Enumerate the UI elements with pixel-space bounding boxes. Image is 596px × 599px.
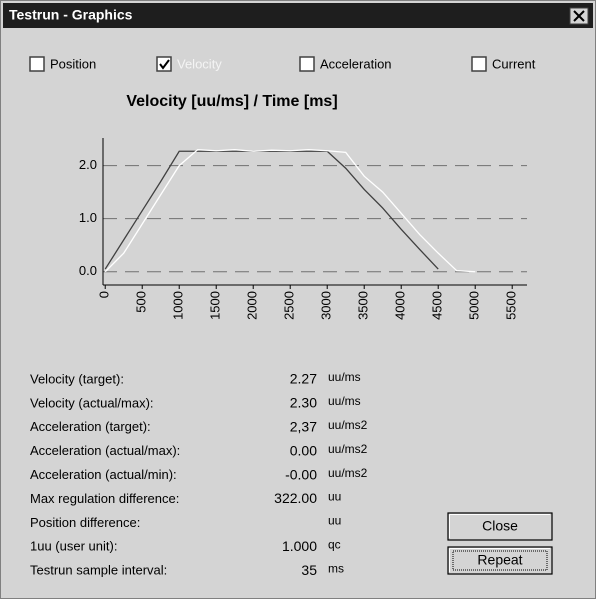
close-icon-stroke xyxy=(573,10,585,22)
row-value: -0.00 xyxy=(285,466,317,482)
row-label: Acceleration (actual/max): xyxy=(30,443,180,458)
row-label: Acceleration (target): xyxy=(30,419,151,434)
row-value: 322.00 xyxy=(274,490,317,506)
checkbox[interactable] xyxy=(156,56,172,72)
x-tick-label: 4000 xyxy=(393,291,408,320)
checkbox-label[interactable]: Current xyxy=(492,56,536,71)
row-value: 2.30 xyxy=(290,395,317,411)
checkbox-label[interactable]: Acceleration xyxy=(320,56,392,71)
x-tick-label: 500 xyxy=(134,291,149,313)
row-unit: uu xyxy=(328,514,341,528)
row-unit: qc xyxy=(328,537,341,551)
row-unit: uu/ms xyxy=(328,370,361,384)
checkbox[interactable] xyxy=(299,56,315,72)
row-label: Position difference: xyxy=(30,515,140,530)
row-unit: uu/ms xyxy=(328,394,361,408)
x-tick-label: 1000 xyxy=(171,291,186,320)
x-tick-label: 0 xyxy=(97,291,112,298)
row-unit: ms xyxy=(328,561,344,575)
button-label[interactable]: Close xyxy=(482,518,518,534)
x-tick-label: 3500 xyxy=(356,291,371,320)
row-label: Acceleration (actual/min): xyxy=(30,467,177,482)
checkbox[interactable] xyxy=(471,56,487,72)
checkbox-label[interactable]: Velocity xyxy=(177,56,222,71)
window-title: Testrun - Graphics xyxy=(9,7,133,23)
row-label: Velocity (actual/max): xyxy=(30,395,154,410)
button-label[interactable]: Repeat xyxy=(477,552,522,568)
row-value: 35 xyxy=(301,562,317,578)
row-value: 2.27 xyxy=(290,371,317,387)
row-unit: uu/ms2 xyxy=(328,442,368,456)
x-tick-label: 5500 xyxy=(504,291,519,320)
button[interactable] xyxy=(447,512,553,541)
row-label: Velocity (target): xyxy=(30,371,124,386)
y-tick-label: 2.0 xyxy=(79,157,97,172)
x-tick-label: 1500 xyxy=(208,291,223,320)
row-value: 0.00 xyxy=(290,442,317,458)
chart-title: Velocity [uu/ms] / Time [ms] xyxy=(126,93,337,110)
focus-rect xyxy=(452,550,548,571)
row-label: 1uu (user unit): xyxy=(30,539,117,554)
checkbox[interactable] xyxy=(29,56,45,72)
row-label: Testrun sample interval: xyxy=(30,563,167,578)
x-tick-label: 4500 xyxy=(430,291,445,320)
x-tick-label: 3000 xyxy=(319,291,334,320)
row-unit: uu/ms2 xyxy=(328,466,368,480)
row-value: 2,37 xyxy=(290,419,317,435)
x-tick-label: 2000 xyxy=(245,291,260,320)
checkmark xyxy=(159,59,170,70)
x-tick-label: 2500 xyxy=(282,291,297,320)
checkbox-label[interactable]: Position xyxy=(50,56,96,71)
row-value: 1.000 xyxy=(282,538,317,554)
row-unit: uu/ms2 xyxy=(328,418,368,432)
close-icon[interactable] xyxy=(569,7,589,25)
y-tick-label: 0.0 xyxy=(79,263,97,278)
data-line xyxy=(104,150,439,270)
row-label: Max regulation difference: xyxy=(30,491,179,506)
y-tick-label: 1.0 xyxy=(79,210,97,225)
row-unit: uu xyxy=(328,490,341,504)
title-bar xyxy=(3,3,593,28)
x-tick-label: 5000 xyxy=(467,291,482,320)
data-line xyxy=(104,149,476,273)
